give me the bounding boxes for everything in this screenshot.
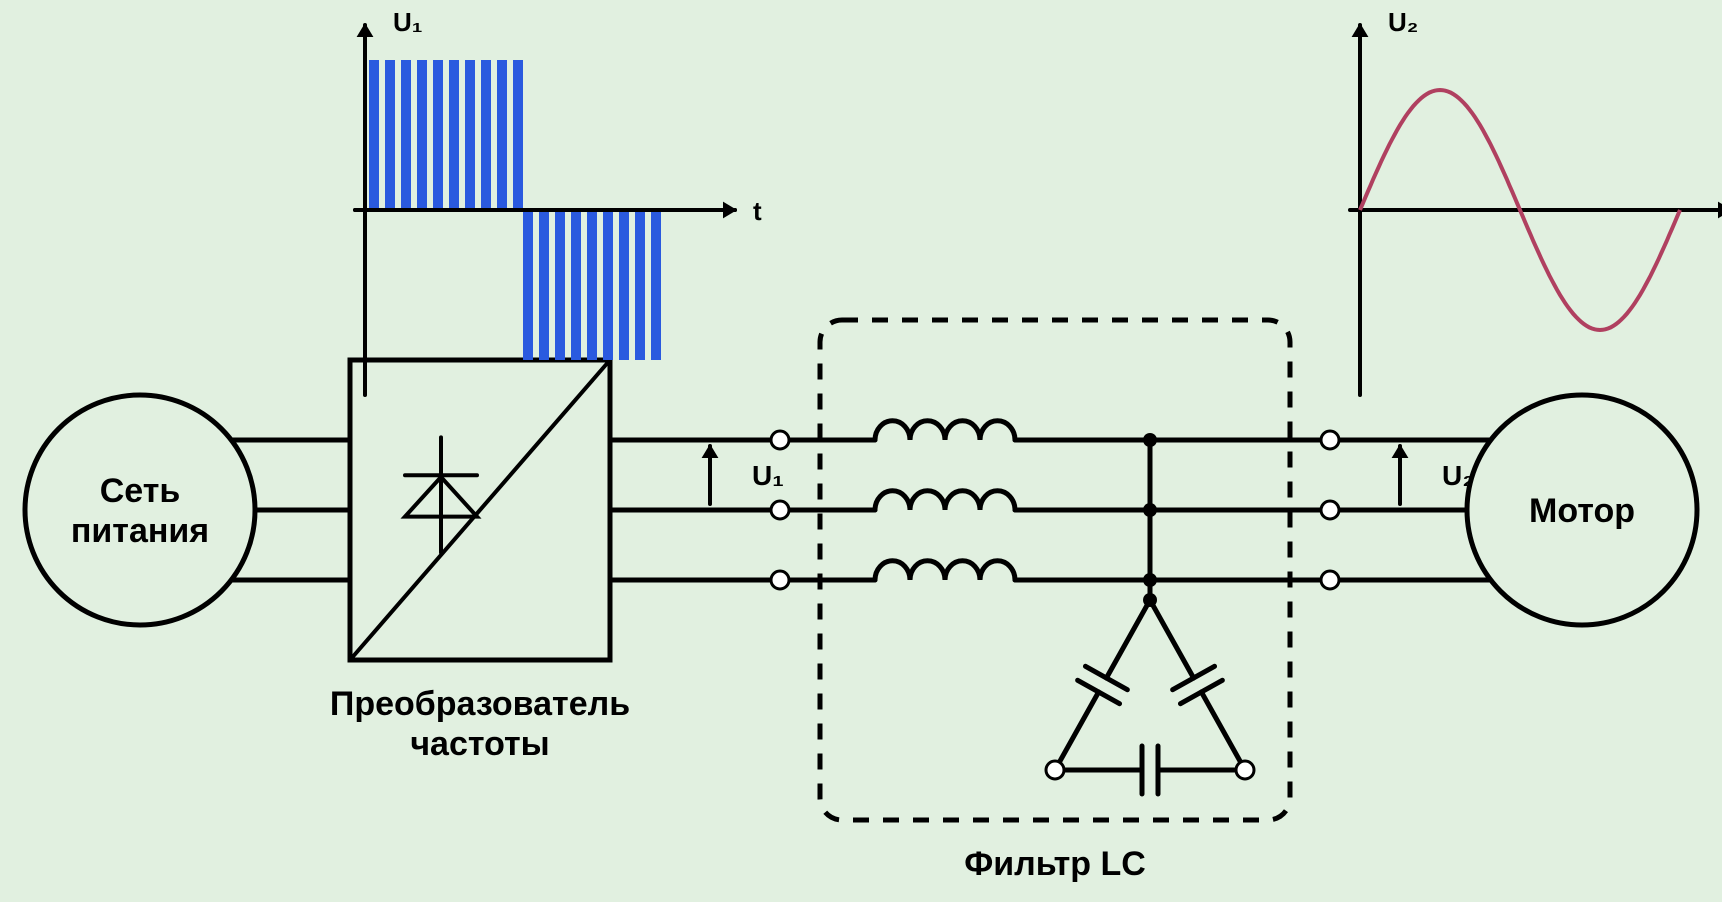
power-source bbox=[25, 395, 255, 625]
power-source-label: Сеть bbox=[100, 472, 181, 510]
u1-axis-label: U₁ bbox=[393, 7, 423, 37]
u1-inline-label: U₁ bbox=[752, 460, 784, 491]
t-axis-label-1: t bbox=[753, 196, 762, 226]
circuit-diagram: U₁ U₂ Сетьпитания Мотор Преобразовательчасто… bbox=[0, 0, 1722, 902]
svg-text:питания: питания bbox=[71, 512, 209, 550]
svg-text:частоты: частоты bbox=[410, 725, 549, 763]
converter-label: Преобразователь bbox=[330, 685, 630, 723]
filter-label: Фильтр LC bbox=[964, 845, 1146, 883]
lc-filter-box bbox=[820, 320, 1290, 820]
u2-axis-label: U₂ bbox=[1388, 7, 1418, 37]
motor-label: Мотор bbox=[1529, 492, 1635, 530]
